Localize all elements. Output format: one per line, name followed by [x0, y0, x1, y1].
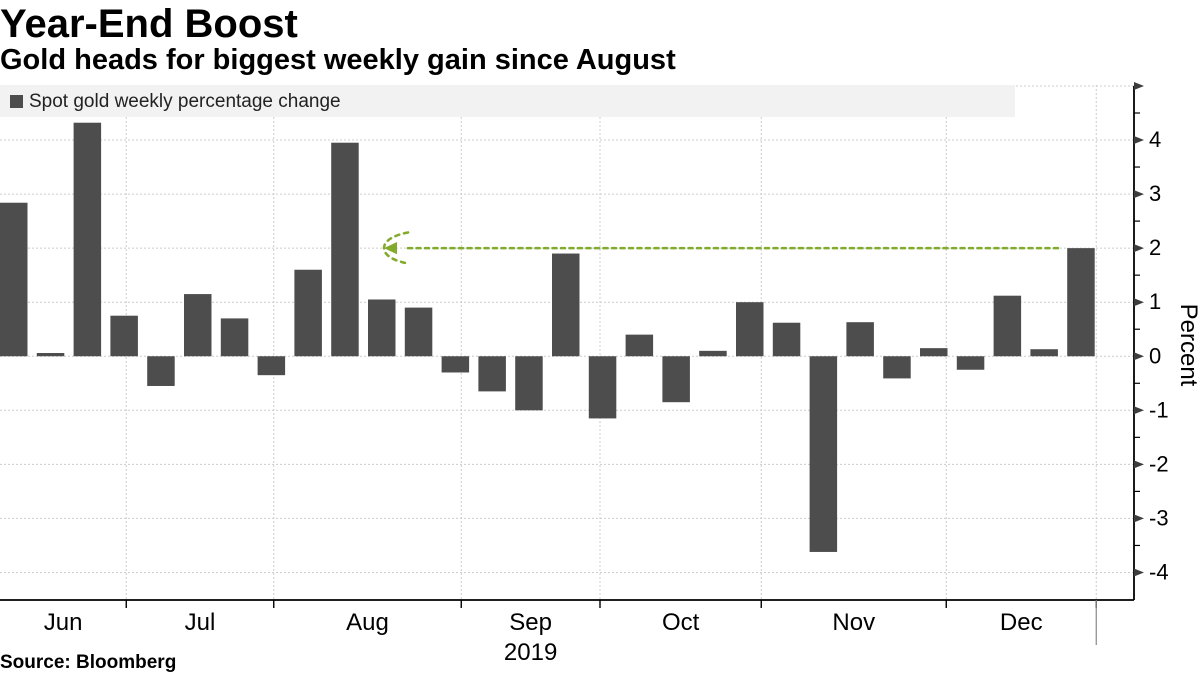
- svg-text:1: 1: [1149, 289, 1161, 314]
- svg-text:2: 2: [1149, 235, 1161, 260]
- svg-text:-4: -4: [1149, 559, 1169, 584]
- svg-text:-1: -1: [1149, 397, 1169, 422]
- svg-text:Jun: Jun: [44, 609, 83, 636]
- svg-text:-3: -3: [1149, 505, 1169, 530]
- svg-text:Aug: Aug: [346, 609, 389, 636]
- svg-text:Dec: Dec: [1000, 609, 1043, 636]
- svg-text:4: 4: [1149, 127, 1161, 152]
- svg-text:0: 0: [1149, 343, 1161, 368]
- svg-text:Sep: Sep: [509, 609, 552, 636]
- svg-text:Oct: Oct: [662, 609, 700, 636]
- svg-text:-2: -2: [1149, 451, 1169, 476]
- svg-text:Nov: Nov: [832, 609, 875, 636]
- svg-text:3: 3: [1149, 181, 1161, 206]
- svg-text:2019: 2019: [504, 639, 557, 666]
- svg-text:Percent: Percent: [1175, 304, 1200, 387]
- svg-text:Jul: Jul: [185, 609, 216, 636]
